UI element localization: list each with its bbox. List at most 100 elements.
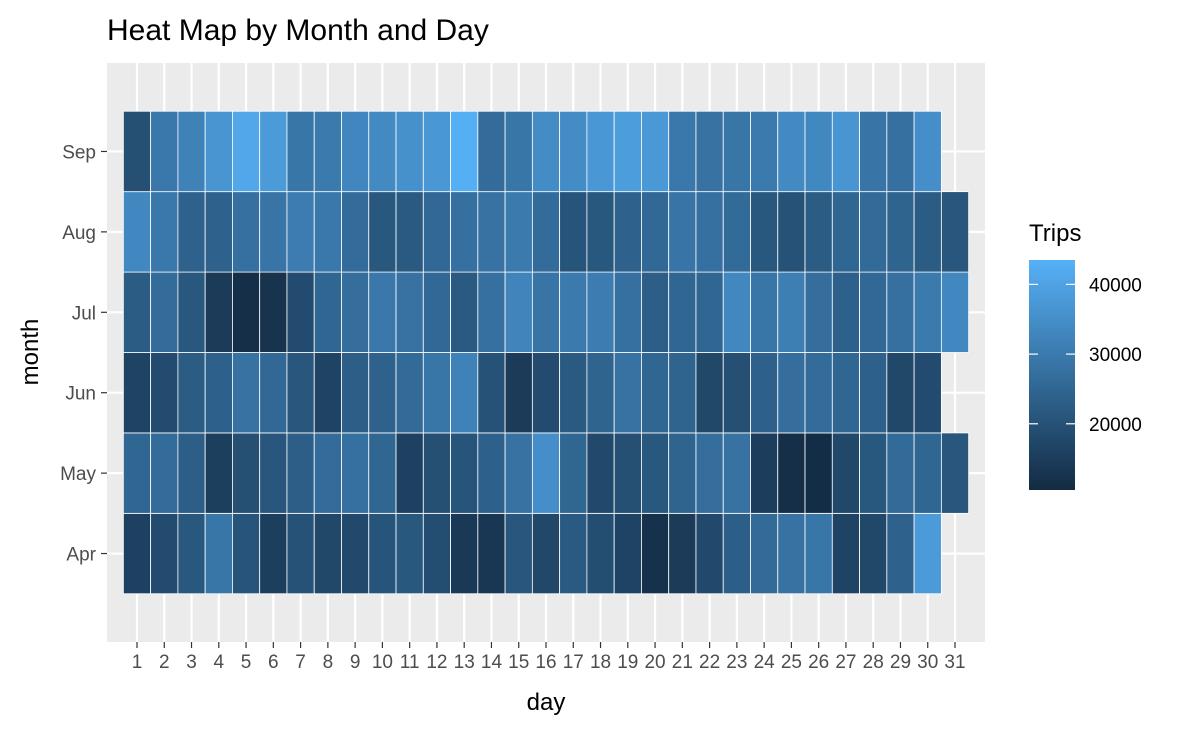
legend-ticks: 20000 30000 40000 — [1029, 275, 1142, 436]
heatmap-cell — [504, 110, 533, 193]
heatmap-cell — [450, 432, 479, 514]
x-tick-label: 16 — [535, 652, 556, 673]
heatmap-cell — [668, 271, 697, 353]
heatmap-cell — [831, 432, 860, 514]
heatmap-cell — [831, 352, 860, 434]
heatmap-cell — [777, 110, 806, 193]
heatmap-cell — [750, 110, 779, 193]
heatmap-cell — [150, 352, 179, 434]
heatmap-cell — [177, 352, 206, 434]
heatmap-cell — [613, 271, 642, 353]
heatmap-cell — [613, 432, 642, 514]
x-tick-label: 14 — [481, 652, 503, 673]
x-tick-label: 24 — [754, 652, 776, 673]
heatmap-cell — [259, 271, 288, 353]
heatmap-cell — [722, 271, 751, 353]
heatmap-cell — [613, 352, 642, 434]
heatmap-cell — [722, 512, 751, 595]
heatmap-cell — [368, 512, 397, 595]
x-tick-label: 20 — [644, 652, 665, 673]
heatmap-cell — [586, 110, 615, 193]
heatmap-cell — [695, 352, 724, 434]
heatmap-cell — [859, 191, 888, 273]
y-tick-label: Aug — [62, 223, 96, 244]
heatmap-cell — [886, 191, 915, 273]
heatmap-cell — [886, 352, 915, 434]
heatmap-cell — [286, 432, 315, 514]
x-tick-label: 1 — [132, 652, 143, 673]
heatmap-cell — [286, 110, 315, 193]
heatmap-cell — [450, 512, 479, 595]
heatmap-cell — [259, 512, 288, 595]
heatmap-cell — [586, 271, 615, 353]
heatmap-cell — [559, 352, 588, 434]
heatmap-cell — [368, 110, 397, 193]
heatmap-cell — [368, 432, 397, 514]
heatmap-cell — [531, 352, 561, 434]
heatmap-cell — [341, 271, 370, 353]
heatmap-cell — [368, 271, 397, 353]
heatmap-cell — [259, 352, 288, 434]
heatmap-cell — [586, 432, 615, 514]
heatmap-cell — [122, 352, 152, 434]
x-tick-label: 28 — [863, 652, 884, 673]
heatmap-cell — [450, 110, 479, 193]
legend: Trips 20000 30000 40000 — [1029, 220, 1142, 490]
heatmap-cell — [232, 512, 261, 595]
x-tick-label: 9 — [350, 652, 361, 673]
heatmap-cell — [613, 110, 642, 193]
x-tick-label: 22 — [699, 652, 720, 673]
heatmap-cell — [641, 110, 670, 193]
heatmap-cell — [859, 110, 888, 193]
legend-tick-label: 30000 — [1089, 345, 1142, 366]
heatmap-cell — [804, 271, 833, 353]
heatmap-cell — [531, 191, 561, 273]
chart-title: Heat Map by Month and Day — [107, 14, 489, 47]
heatmap-cell — [559, 191, 588, 273]
heatmap-cell — [613, 512, 642, 595]
heatmap-cell — [368, 191, 397, 273]
heatmap-cell — [641, 512, 670, 595]
x-tick-label: 5 — [241, 652, 252, 673]
heatmap-cell — [477, 352, 506, 434]
heatmap-cell — [395, 512, 424, 595]
heatmap-cell — [859, 432, 888, 514]
heatmap-cell — [886, 512, 915, 595]
x-tick-label: 23 — [726, 652, 747, 673]
heatmap-cell — [804, 191, 833, 273]
heatmap-cell — [150, 110, 179, 193]
heatmap-cell — [668, 110, 697, 193]
heatmap-cell — [341, 512, 370, 595]
heatmap-cell — [559, 432, 588, 514]
heatmap-cell — [586, 352, 615, 434]
heatmap-cell — [286, 512, 315, 595]
y-axis-title: month — [17, 319, 44, 386]
heatmap-cell — [313, 191, 342, 273]
heatmap-cell — [232, 432, 261, 514]
heatmap-cell — [122, 271, 152, 353]
heatmap-cell — [341, 432, 370, 514]
heatmap-cell — [750, 432, 779, 514]
x-tick-label: 26 — [808, 652, 829, 673]
x-tick-label: 25 — [781, 652, 802, 673]
heatmap-cell — [940, 191, 970, 273]
x-axis-title: day — [527, 689, 566, 716]
heatmap-cell — [477, 512, 506, 595]
heatmap-cell — [722, 110, 751, 193]
heatmap-cell — [804, 512, 833, 595]
heatmap-cell — [559, 110, 588, 193]
x-tick-label: 29 — [890, 652, 911, 673]
heatmap-cell — [122, 191, 152, 273]
heatmap-cell — [341, 110, 370, 193]
heatmap-cell — [750, 271, 779, 353]
legend-title: Trips — [1029, 220, 1081, 247]
legend-tick-label: 20000 — [1089, 415, 1142, 436]
x-tick-label: 3 — [186, 652, 197, 673]
x-tick-label: 21 — [672, 652, 693, 673]
heatmap-cell — [668, 512, 697, 595]
heatmap-cell — [913, 191, 942, 273]
heatmap-cell — [122, 110, 152, 193]
heatmap-cell — [232, 352, 261, 434]
heatmap-cell — [450, 352, 479, 434]
